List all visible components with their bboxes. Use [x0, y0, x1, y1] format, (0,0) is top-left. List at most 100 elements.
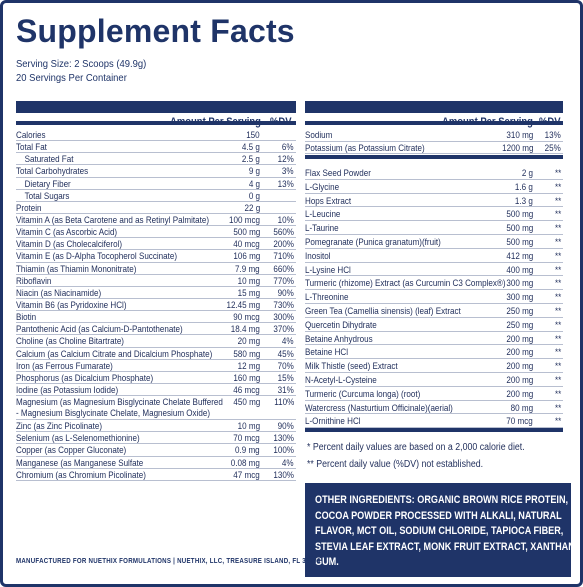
nutrient-dv: 560% [273, 226, 294, 238]
nutrient-dv: ** [554, 167, 561, 178]
row-divider [16, 176, 296, 178]
nutrient-name: Vitamin C (as Ascorbic Acid) [16, 226, 118, 238]
nutrient-name: Watercress (Nasturtium Officinale)(aeria… [305, 401, 453, 413]
row-divider [16, 467, 296, 469]
nutrient-row: Vitamin D (as Cholecalciferol) 40 mcg 200% [16, 238, 296, 251]
nutrient-dv: 13% [277, 177, 294, 189]
nutrient-amount: 2 g [521, 167, 533, 178]
nutrient-amount: 400 mg [506, 263, 533, 275]
nutrient-row: Hops Extract 1.3 g ** [305, 194, 563, 208]
serving-size: Serving Size: 2 Scoops (49.9g) [16, 58, 147, 70]
nutrient-dv: 25% [544, 141, 561, 153]
nutrient-dv: 15% [277, 371, 294, 383]
nutrient-amount: 0.08 mg [230, 456, 260, 468]
nutrient-name: Total Carbohydrates [16, 165, 89, 177]
nutrient-name: Quercetin Dihydrate [305, 318, 377, 330]
row-divider [16, 152, 296, 154]
row-divider [16, 334, 296, 336]
nutrient-amount: 300 mg [506, 291, 533, 303]
nutrient-amount: 20 mg [237, 335, 260, 347]
nutrient-row: Choline (as Choline Bitartrate) 20 mg 4% [16, 335, 296, 348]
nutrient-name: L-Lysine HCl [305, 263, 351, 275]
row-divider [16, 212, 296, 214]
nutrient-row: Turmeric (rhizome) Extract (as Curcumin … [305, 276, 563, 291]
nutrient-row: Inositol 412 mg ** [305, 249, 563, 263]
manufacturer-footer: MANUFACTURED FOR NUETHIX FORMULATIONS | … [16, 556, 321, 565]
nutrient-amount: 160 mg [233, 371, 260, 383]
nutrient-row: Green Tea (Camellia sinensis) (leaf) Ext… [305, 304, 563, 318]
row-divider [305, 302, 563, 304]
nutrient-amount: 12.45 mg [226, 298, 260, 310]
nutrient-row: Milk Thistle (seed) Extract 200 mg ** [305, 359, 563, 373]
nutrient-row: Total Sugars 0 g [16, 190, 296, 202]
nutrient-name: Potassium (as Potassium Citrate) [305, 141, 425, 153]
nutrient-name: Pomegranate (Punica granatum)(fruit) [305, 235, 441, 247]
nutrient-row: Dietary Fiber 4 g 13% [16, 178, 296, 190]
note-calorie-diet: * Percent daily values are based on a 2,… [307, 442, 525, 453]
nutrient-name: Vitamin B6 (as Pyridoxine HCl) [16, 298, 127, 310]
right-header-bar [305, 101, 563, 113]
nutrient-dv: ** [554, 415, 561, 427]
nutrient-amount: 15 mg [237, 286, 260, 298]
nutrient-name: L-Ornithine HCl [305, 415, 361, 427]
nutrient-amount: 200 mg [506, 332, 533, 344]
row-divider [305, 413, 563, 415]
row-divider [16, 358, 296, 360]
nutrient-dv: 13% [544, 129, 561, 140]
nutrient-amount: 300 mg [506, 277, 533, 289]
nutrient-name: N-Acetyl-L-Cysteine [305, 373, 377, 385]
nutrient-dv: 45% [277, 347, 294, 359]
nutrient-dv: 200% [273, 238, 294, 250]
nutrient-amount: 80 mg [510, 401, 533, 413]
left-header-bar [16, 101, 296, 113]
nutrient-name: Vitamin E (as D-Alpha Tocopherol Succina… [16, 250, 178, 262]
nutrient-row: Biotin 90 mcg 300% [16, 311, 296, 324]
nutrient-amount: 40 mcg [233, 238, 260, 250]
nutrient-amount: 7.9 mg [235, 262, 260, 274]
nutrient-amount: 500 mg [506, 208, 533, 220]
note-dv-not-established: ** Percent daily value (%DV) not establi… [307, 459, 484, 470]
nutrient-dv: 4% [282, 335, 294, 347]
nutrient-name: Protein [16, 201, 42, 213]
nutrient-amount: 250 mg [506, 318, 533, 330]
nutrient-dv: 90% [277, 420, 294, 432]
row-divider [16, 140, 296, 142]
nutrient-amount: 2.5 g [242, 153, 260, 165]
nutrient-dv: 31% [277, 383, 294, 395]
nutrient-row: Manganese (as Manganese Sulfate 0.08 mg 4% [16, 457, 296, 469]
nutrient-amount: 70 mcg [233, 432, 260, 444]
nutrient-name: Sodium [305, 129, 333, 140]
nutrient-amount: 106 mg [233, 250, 260, 262]
right-blend-list: Flax Seed Powder 2 g ** L-Glycine 1.6 g ** Hop… [305, 166, 563, 429]
nutrient-dv: ** [554, 249, 561, 261]
nutrient-row: Quercetin Dihydrate 250 mg ** [305, 318, 563, 332]
row-divider [16, 261, 296, 263]
nutrient-amount: 10 mg [237, 420, 260, 432]
nutrient-dv: 3% [282, 165, 294, 177]
row-divider [16, 419, 296, 421]
nutrient-row: Watercress (Nasturtium Officinale)(aeria… [305, 401, 563, 415]
nutrient-name: Betaine Anhydrous [305, 332, 373, 344]
nutrient-row: Total Fat 4.5 g 6% [16, 141, 296, 154]
nutrient-name: L-Taurine [305, 222, 339, 234]
right-header-rule [305, 121, 563, 125]
row-divider [16, 249, 296, 251]
nutrient-row: Iodine (as Potassium Iodide) 46 mcg 31% [16, 383, 296, 397]
nutrient-row: Potassium (as Potassium Citrate) 1200 mg 2… [305, 141, 563, 154]
nutrient-name: Saturated Fat [24, 153, 74, 165]
nutrient-row: Phosphorus (as Dicalcium Phosphate) 160 m… [16, 372, 296, 384]
nutrient-name: Vitamin A (as Beta Carotene and as Retin… [16, 213, 210, 225]
row-divider [16, 455, 296, 457]
row-divider [305, 399, 563, 401]
nutrient-name: Vitamin D (as Cholecalciferol) [16, 238, 123, 250]
row-divider [16, 188, 296, 190]
nutrient-name: Green Tea (Camellia sinensis) (leaf) Ext… [305, 304, 461, 316]
row-divider [16, 225, 296, 227]
nutrient-amount: 200 mg [506, 387, 533, 399]
nutrient-row: Riboflavin 10 mg 770% [16, 275, 296, 287]
nutrient-amount: 100 mcg [229, 213, 260, 225]
row-divider [305, 206, 563, 208]
nutrient-amount: 500 mg [506, 235, 533, 247]
nutrient-amount: 47 mcg [233, 468, 260, 480]
nutrient-amount: 1200 mg [501, 141, 533, 153]
